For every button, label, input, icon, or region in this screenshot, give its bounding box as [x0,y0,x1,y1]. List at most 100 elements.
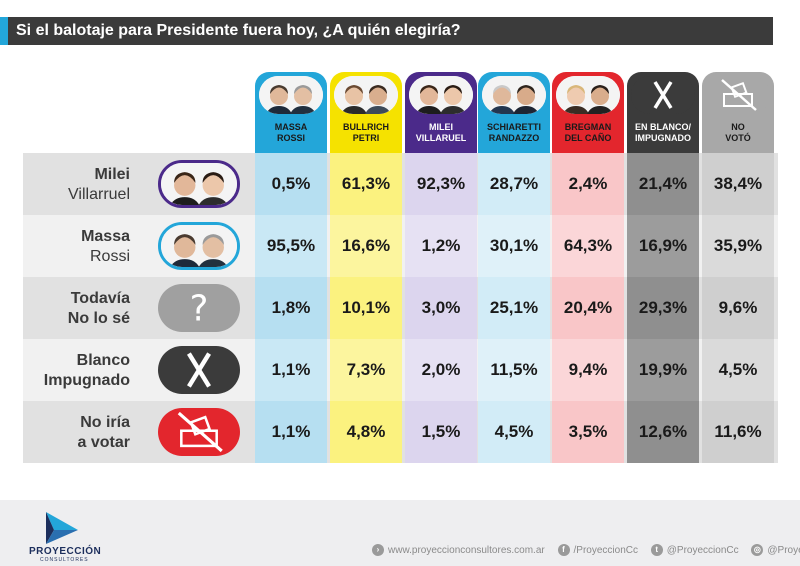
column-label: MILEI VILLARUEL [405,122,477,144]
row-label-line2: No lo sé [67,310,130,327]
row-icon [158,160,240,208]
x-icon [653,81,673,109]
twitter-link[interactable]: t @ProyeccionCc [650,544,739,556]
column-label: EN BLANCO/IMPUGNADO [627,122,699,144]
website-link[interactable]: › www.proyeccionconsultores.com.ar [372,544,545,556]
table-cell: 4,5% [702,339,774,401]
row-label-line1: No iría [80,414,130,431]
column-label-line2: RANDAZZO [488,133,540,143]
table-cell: 4,8% [330,401,402,463]
column-label-line1: SCHIARETTI [487,122,541,132]
brand-name: PROYECCIÓN [29,546,102,557]
no-vote-icon [177,411,223,453]
column-label-line1: NO [731,122,745,132]
column-label-line1: EN BLANCO/ [635,122,691,132]
column-header: EN BLANCO/IMPUGNADO [627,72,699,154]
twitter-icon: t [650,544,663,556]
table-cell: 16,9% [627,215,699,277]
row-label-line2: Impugnado [43,372,130,389]
row-label: Milei Villarruel [23,153,140,215]
table-cell: 1,5% [405,401,477,463]
table-cell: 1,1% [255,401,327,463]
column-label-line1: BULLRICH [343,122,389,132]
proyeccion-logo-icon [46,512,78,544]
facebook-link[interactable]: f/ProyeccionCc [557,544,638,556]
table-row: Todavía No lo sé ? 1,8% 10,1% 3,0% 25,1% 20,4%… [23,277,778,339]
table-cell: 35,9% [702,215,774,277]
column-header: NO VOTÓ [702,72,774,154]
table-cell: 9,4% [552,339,624,401]
row-label-line2: Villarruel [68,186,130,203]
column-label: SCHIARETTI RANDAZZO [478,122,550,144]
table-cell: 1,2% [405,215,477,277]
column-label: BREGMAN DEL CAÑO [552,122,624,144]
chart-title: Si el balotaje para Presidente fuera hoy… [16,22,461,39]
footer: PROYECCIÓN CONSULTORES › www.proyeccionco… [0,500,800,566]
table-cell: 12,6% [627,401,699,463]
table-cell: 2,0% [405,339,477,401]
table-cell: 28,7% [478,153,550,215]
column-label-line1: MILEI [429,122,453,132]
column-header-image [631,76,695,114]
table-cell: 1,8% [255,277,327,339]
column-header-image [409,76,473,114]
table-cell: 2,4% [552,153,624,215]
row-label: Blanco Impugnado [23,339,140,401]
table-row: Milei Villarruel 0,5% 61,3% 92,3% 28,7% 2,4% 2… [23,153,778,215]
column-label: BULLRICH PETRI [330,122,402,144]
column-label-line1: BREGMAN [564,122,612,132]
row-label-line1: Milei [94,166,130,183]
table-cell: 16,6% [330,215,402,277]
footer-links: › www.proyeccionconsultores.com.ar f/Proy… [372,544,800,556]
table-row: No iría a votar 1,1% 4,8% 1,5% 4,5% 3,5% 12,6%… [23,401,778,463]
table-cell: 20,4% [552,277,624,339]
table-cell: 61,3% [330,153,402,215]
no-vote-icon [721,79,757,111]
row-label-line2: Rossi [89,248,130,265]
facebook-text: /ProyeccionCc [573,544,638,556]
column-header: MILEI VILLARUEL [405,72,477,154]
bullrich-petri-photo [334,76,398,114]
table-cell: 1,1% [255,339,327,401]
table-cell: 9,6% [702,277,774,339]
row-icon [158,222,240,270]
arrow-icon: › [372,544,384,556]
column-label: MASSA ROSSI [255,122,327,144]
table-cell: 19,9% [627,339,699,401]
instagram-link[interactable]: ◎@ProyeccionCc [751,544,800,556]
table-cell: 10,1% [330,277,402,339]
table-cell: 3,5% [552,401,624,463]
row-icon: ? [158,284,240,332]
table-cell: 4,5% [478,401,550,463]
row-icon [158,408,240,456]
row-label: Todavía No lo sé [23,277,140,339]
title-accent [0,17,8,45]
table-row: Blanco Impugnado 1,1% 7,3% 2,0% 11,5% 9,4% 19,… [23,339,778,401]
row-label: Massa Rossi [23,215,140,277]
row-label-line1: Blanco [76,352,130,369]
column-label-line2: IMPUGNADO [635,133,691,143]
table-cell: 21,4% [627,153,699,215]
column-label: NO VOTÓ [702,122,774,144]
table-cell: 92,3% [405,153,477,215]
massa-rossi-photo [259,76,323,114]
column-label-line2: VILLARUEL [415,133,467,143]
instagram-icon: ◎ [751,544,764,556]
table-cell: 0,5% [255,153,327,215]
table-cell: 11,6% [702,401,774,463]
brand-subtitle: CONSULTORES [40,557,89,563]
column-label-line2: PETRI [352,133,380,143]
website-text: www.proyeccionconsultores.com.ar [388,544,545,556]
question-icon: ? [190,289,209,330]
table-cell: 25,1% [478,277,550,339]
table-cell: 64,3% [552,215,624,277]
table-cell: 30,1% [478,215,550,277]
column-label-line2: VOTÓ [725,133,751,143]
svg-text:?: ? [190,289,209,330]
title-bar: Si el balotaje para Presidente fuera hoy… [0,17,773,45]
milei-villarruel-photo [409,76,473,114]
row-label-line1: Todavía [70,290,130,307]
table-cell: 11,5% [478,339,550,401]
schiaretti-randazzo-photo [482,76,546,114]
column-header-image [334,76,398,114]
